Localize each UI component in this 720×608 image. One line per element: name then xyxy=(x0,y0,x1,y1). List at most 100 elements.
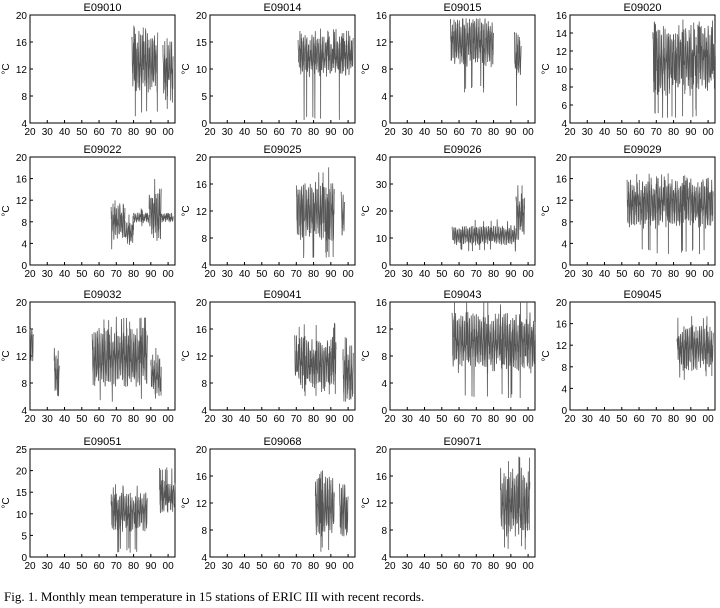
x-tick-label: 20 xyxy=(384,561,396,572)
x-tick-label: 30 xyxy=(222,414,234,425)
y-tick-label: 25 xyxy=(16,445,28,456)
x-tick-label: 80 xyxy=(488,269,500,280)
x-tick-label: 40 xyxy=(599,127,611,138)
x-tick-label: 20 xyxy=(204,127,216,138)
y-tick-label: 8 xyxy=(561,83,567,94)
panel-E09010: E09010 °C 4 8 12 16 20 20 30 40 50 60 70 80 90 00 xyxy=(1,2,176,138)
temperature-series xyxy=(53,347,60,397)
x-tick-label: 80 xyxy=(128,414,140,425)
x-tick-label: 20 xyxy=(564,269,576,280)
x-tick-label: 80 xyxy=(488,127,500,138)
y-tick-label: 10 xyxy=(196,65,208,76)
chart-title: E09071 xyxy=(444,436,482,448)
plot-frame xyxy=(29,156,176,266)
temperature-series xyxy=(159,467,176,514)
y-tick-label: 12 xyxy=(376,325,388,336)
x-tick-label: 20 xyxy=(24,269,36,280)
y-tick-label: 12 xyxy=(376,38,388,49)
x-tick-label: 00 xyxy=(523,269,535,280)
y-tick-label: 20 xyxy=(16,467,28,478)
x-tick-label: 90 xyxy=(505,561,517,572)
y-tick-label: 8 xyxy=(381,352,387,363)
y-tick-label: 8 xyxy=(21,218,27,229)
panel-E09029: E09029 °C 0 4 8 12 16 20 20 30 40 50 60 70 80 90 00 xyxy=(541,144,716,280)
x-tick-label: 70 xyxy=(111,269,123,280)
y-tick-label: 0 xyxy=(381,119,387,130)
x-tick-label: 50 xyxy=(76,561,88,572)
x-tick-label: 90 xyxy=(145,414,157,425)
x-tick-label: 00 xyxy=(163,414,175,425)
y-tick-label: 20 xyxy=(376,445,388,456)
x-tick-label: 50 xyxy=(256,414,268,425)
y-tick-label: 4 xyxy=(201,261,207,272)
x-tick-label: 30 xyxy=(42,414,54,425)
y-axis-label: °C xyxy=(361,205,372,216)
x-tick-label: 40 xyxy=(419,269,431,280)
y-tick-label: 40 xyxy=(376,153,388,164)
y-tick-label: 15 xyxy=(16,488,28,499)
y-tick-label: 16 xyxy=(556,175,568,186)
x-tick-label: 40 xyxy=(419,414,431,425)
y-tick-label: 16 xyxy=(556,320,568,331)
temperature-series xyxy=(148,179,162,241)
chart-title: E09015 xyxy=(444,2,482,14)
x-tick-label: 90 xyxy=(505,414,517,425)
x-tick-label: 80 xyxy=(128,127,140,138)
x-tick-label: 20 xyxy=(564,127,576,138)
y-tick-label: 8 xyxy=(381,65,387,76)
x-tick-label: 80 xyxy=(668,269,680,280)
x-tick-label: 60 xyxy=(633,269,645,280)
temperature-series xyxy=(294,322,337,397)
x-tick-label: 90 xyxy=(685,127,697,138)
y-tick-label: 16 xyxy=(196,472,208,483)
y-tick-label: 8 xyxy=(201,379,207,390)
temperature-series xyxy=(450,18,494,93)
y-tick-label: 12 xyxy=(196,352,208,363)
x-tick-label: 80 xyxy=(128,269,140,280)
y-tick-label: 16 xyxy=(16,325,28,336)
x-tick-label: 20 xyxy=(384,269,396,280)
y-tick-label: 12 xyxy=(556,341,568,352)
temperature-series xyxy=(342,337,354,402)
plot-frame xyxy=(29,448,176,558)
y-tick-label: 8 xyxy=(21,92,27,103)
chart-title: E09025 xyxy=(264,144,302,156)
panel-E09015: E09015 °C 0 4 8 12 16 20 30 40 50 60 70 80 90 00 xyxy=(361,2,536,138)
x-tick-label: 30 xyxy=(582,127,594,138)
x-tick-label: 50 xyxy=(616,414,628,425)
y-tick-label: 16 xyxy=(376,472,388,483)
y-tick-label: 12 xyxy=(196,499,208,510)
x-tick-label: 60 xyxy=(453,127,465,138)
x-tick-label: 50 xyxy=(76,269,88,280)
temperature-series xyxy=(500,456,531,550)
temperature-series xyxy=(314,470,335,552)
x-tick-label: 70 xyxy=(471,127,483,138)
x-tick-label: 70 xyxy=(291,127,303,138)
y-tick-label: 0 xyxy=(381,261,387,272)
y-tick-label: 16 xyxy=(196,325,208,336)
chart-title: E09010 xyxy=(84,2,122,14)
x-tick-label: 40 xyxy=(239,561,251,572)
x-tick-label: 90 xyxy=(145,269,157,280)
y-tick-label: 20 xyxy=(556,153,568,164)
x-tick-label: 00 xyxy=(163,269,175,280)
temperature-series xyxy=(131,25,159,117)
y-axis-label: °C xyxy=(181,497,192,508)
x-tick-label: 70 xyxy=(111,561,123,572)
y-axis-label: °C xyxy=(1,63,12,74)
panel-E09043: E09043 °C 0 4 8 12 16 20 30 40 50 60 70 80 90 00 xyxy=(361,289,536,425)
x-tick-label: 00 xyxy=(703,414,715,425)
x-tick-label: 40 xyxy=(59,561,71,572)
panel-E09041: E09041 °C 4 8 12 16 20 20 30 40 50 60 70 80 90 00 xyxy=(181,289,356,425)
x-tick-label: 40 xyxy=(599,269,611,280)
y-tick-label: 8 xyxy=(21,379,27,390)
y-tick-label: 12 xyxy=(16,196,28,207)
x-tick-label: 90 xyxy=(325,127,337,138)
panel-E09068: E09068 °C 4 8 12 16 20 20 30 40 50 60 70 80 90 00 xyxy=(181,436,356,572)
x-tick-label: 40 xyxy=(239,269,251,280)
y-tick-label: 20 xyxy=(196,11,208,22)
y-tick-label: 16 xyxy=(556,11,568,22)
y-tick-label: 0 xyxy=(561,406,567,417)
temperature-series xyxy=(124,214,134,246)
y-tick-label: 20 xyxy=(16,11,28,22)
